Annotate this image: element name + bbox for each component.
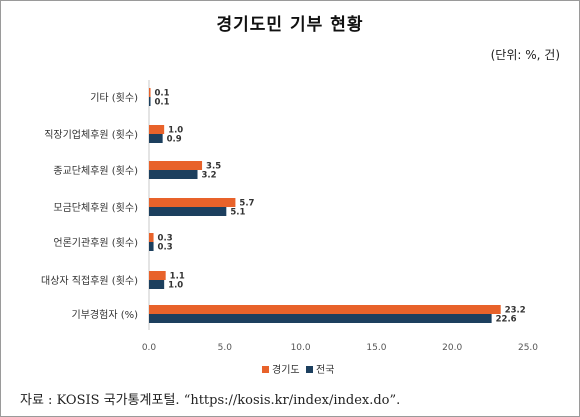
category-labels-group: 기타 (횟수) 직장기업체후원 (횟수) 종교단체후원 (횟수) 모금단체후원 (횟수… [41,92,138,321]
bar-gyeonggi [149,125,165,134]
x-tick-label: 0.0 [142,343,157,353]
data-label: 0.1 [155,98,170,108]
bar-national [149,280,165,289]
x-tick-label: 10.0 [291,343,311,353]
x-tick-labels-group: 0.0 5.0 10.0 15.0 20.0 25.0 [142,343,538,353]
bars-group [148,80,501,330]
bar-gyeonggi [149,233,154,242]
bar-gyeonggi [149,88,151,97]
category-label: 대상자 직접후원 (횟수) [41,275,138,287]
data-label: 0.1 [155,89,170,99]
bar-gyeonggi [149,161,203,170]
value-labels-group: 0.10.11.00.93.53.25.75.10.30.31.11.023.2… [155,89,526,325]
bar-national [149,207,227,216]
legend-swatch [262,366,269,373]
category-label: 기부경험자 (%) [72,308,139,321]
legend-label: 경기도 [272,363,300,376]
bar-national [149,314,492,323]
bar-national [149,242,154,251]
category-label: 종교단체후원 (횟수) [53,165,138,177]
x-tick-label: 25.0 [518,343,538,353]
data-label: 0.3 [158,234,173,244]
category-label: 기타 (횟수) [90,92,138,104]
x-tick-label: 15.0 [366,343,386,353]
data-label: 0.3 [158,243,173,253]
source-note: 자료 : KOSIS 국가통계포털. “https://kosis.kr/ind… [20,393,401,408]
category-label: 직장기업체후원 (횟수) [44,128,138,141]
bar-gyeonggi [149,305,501,314]
unit-note: (단위: %, 건) [490,48,560,62]
data-label: 1.1 [170,272,185,282]
bar-national [149,134,163,143]
x-tick-label: 5.0 [218,343,233,353]
chart-title: 경기도민 기부 현황 [216,15,364,35]
data-label: 3.5 [206,162,221,172]
data-label: 3.2 [202,171,217,181]
data-label: 1.0 [168,126,183,136]
data-label: 23.2 [505,306,526,316]
bar-gyeonggi [149,198,236,207]
x-tick-label: 20.0 [442,343,462,353]
bar-gyeonggi [149,271,166,280]
legend: 경기도 전국 [262,363,334,376]
data-label: 5.1 [230,208,245,218]
data-label: 1.0 [168,281,183,291]
bar-national [149,97,151,106]
data-label: 22.6 [496,315,517,325]
category-label: 언론기관후원 (횟수) [53,237,138,249]
legend-swatch [306,366,313,373]
data-label: 5.7 [239,199,254,209]
legend-label: 전국 [316,364,334,376]
data-label: 0.9 [167,135,182,145]
category-label: 모금단체후원 (횟수) [53,202,138,214]
bar-national [149,170,198,179]
